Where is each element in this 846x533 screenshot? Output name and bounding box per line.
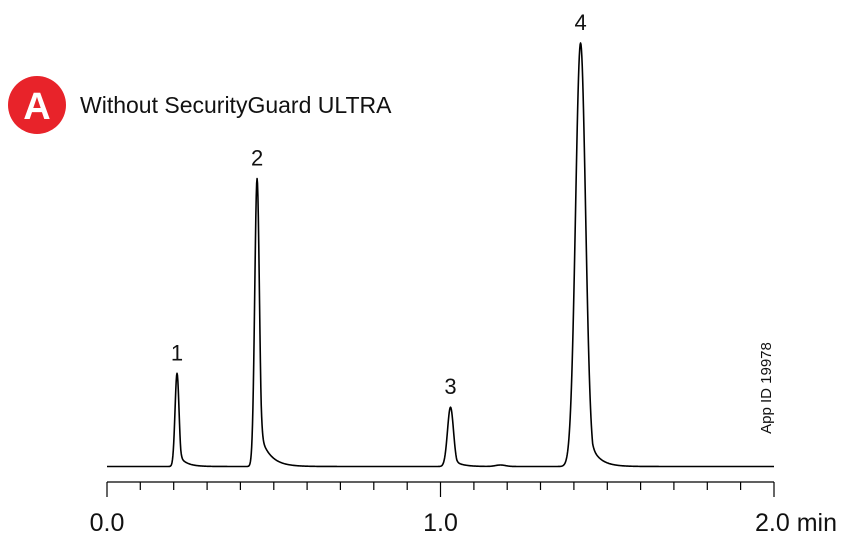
- x-axis-ticks: [106, 482, 775, 497]
- chart-title: Without SecurityGuard ULTRA: [80, 92, 392, 118]
- badge-circle: [8, 76, 66, 134]
- x-tick-label: 0.0: [90, 509, 125, 533]
- x-tick-labels: 0.0 1.0 2.0 min: [90, 509, 837, 533]
- peak-label-4: 4: [574, 10, 586, 35]
- badge: A: [8, 76, 66, 134]
- x-tick-label: 1.0: [423, 509, 458, 533]
- app-id-annotation: App ID 19978: [758, 342, 775, 434]
- x-tick-label: 2.0 min: [755, 509, 837, 533]
- peak-labels: 1 2 3 4: [171, 10, 587, 399]
- peak-label-3: 3: [444, 374, 456, 399]
- peak-label-2: 2: [251, 146, 263, 171]
- badge-letter: A: [23, 86, 50, 128]
- chromatogram-trace: [106, 42, 775, 468]
- peak-label-1: 1: [171, 340, 183, 365]
